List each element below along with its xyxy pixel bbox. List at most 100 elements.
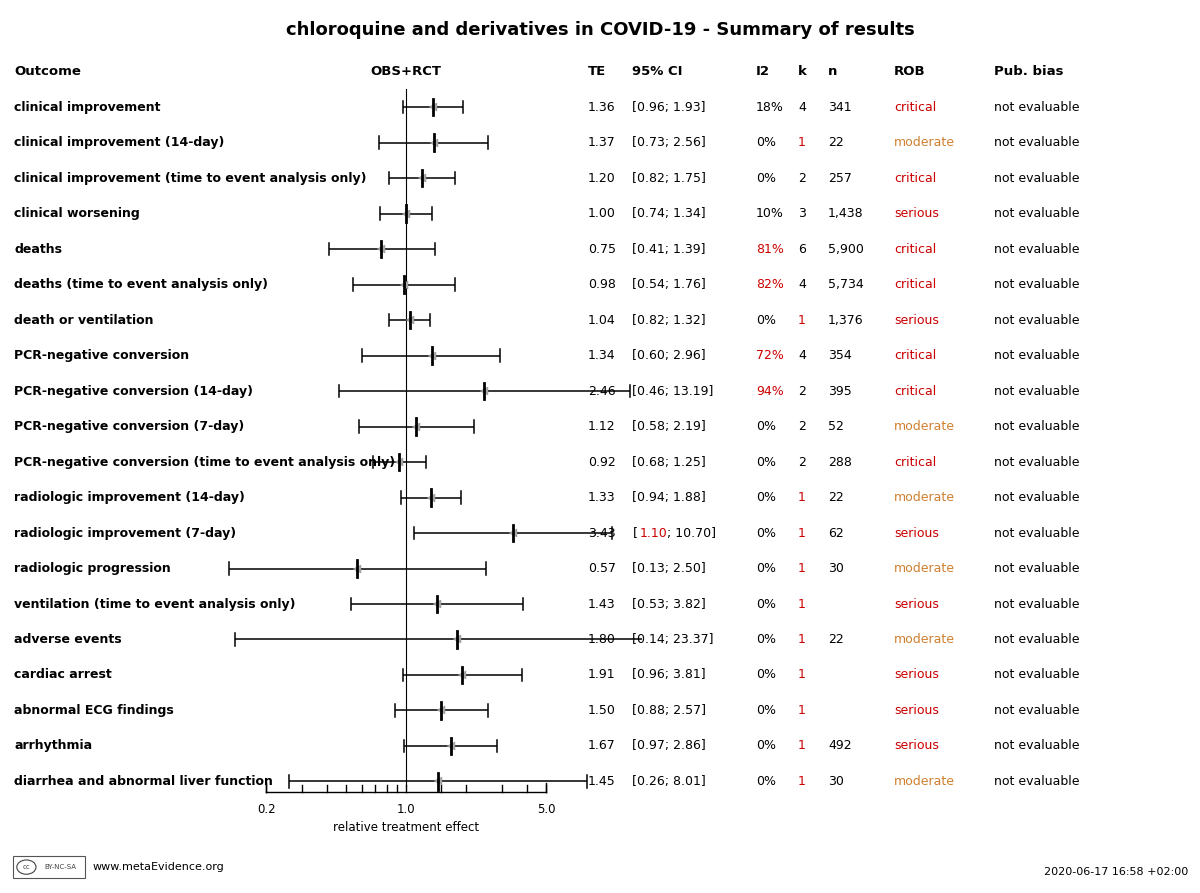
Text: not evaluable: not evaluable [994,491,1079,504]
Text: clinical worsening: clinical worsening [14,207,140,220]
Text: 0%: 0% [756,171,776,185]
Text: not evaluable: not evaluable [994,278,1079,291]
Text: ; 10.70]: ; 10.70] [667,527,716,539]
Text: radiologic improvement (14-day): radiologic improvement (14-day) [14,491,245,504]
Text: serious: serious [894,313,938,327]
Text: 0.92: 0.92 [588,455,616,469]
Text: 0%: 0% [756,704,776,717]
Text: 1.10: 1.10 [640,527,667,539]
Text: 0.57: 0.57 [588,562,616,575]
Text: 2020-06-17 16:58 +02:00: 2020-06-17 16:58 +02:00 [1044,867,1188,877]
Text: critical: critical [894,278,936,291]
FancyBboxPatch shape [13,856,85,878]
Text: 1.33: 1.33 [588,491,616,504]
Text: Outcome: Outcome [14,65,82,78]
Text: PCR-negative conversion (14-day): PCR-negative conversion (14-day) [14,385,253,397]
Text: not evaluable: not evaluable [994,101,1079,113]
Text: 0%: 0% [756,455,776,469]
Text: [0.96; 1.93]: [0.96; 1.93] [632,101,706,113]
Text: not evaluable: not evaluable [994,704,1079,717]
Text: [: [ [632,527,637,539]
Text: 4: 4 [798,278,806,291]
Text: 257: 257 [828,171,852,185]
Text: 72%: 72% [756,349,784,362]
Text: diarrhea and abnormal liver function: diarrhea and abnormal liver function [14,775,274,788]
Text: PCR-negative conversion (7-day): PCR-negative conversion (7-day) [14,420,245,433]
Text: [0.88; 2.57]: [0.88; 2.57] [632,704,707,717]
Text: serious: serious [894,207,938,220]
Text: [0.97; 2.86]: [0.97; 2.86] [632,739,706,753]
Text: 1.20: 1.20 [588,171,616,185]
Text: ROB: ROB [894,65,925,78]
Text: death or ventilation: death or ventilation [14,313,154,327]
Text: 4: 4 [798,101,806,113]
Text: 2: 2 [798,385,806,397]
Text: 1: 1 [798,633,806,646]
Text: 0%: 0% [756,597,776,611]
Text: 5,734: 5,734 [828,278,864,291]
Text: not evaluable: not evaluable [994,633,1079,646]
Text: [0.68; 1.25]: [0.68; 1.25] [632,455,706,469]
Text: 0%: 0% [756,491,776,504]
Text: not evaluable: not evaluable [994,349,1079,362]
Text: 1: 1 [798,775,806,788]
Text: 0%: 0% [756,527,776,539]
Text: not evaluable: not evaluable [994,420,1079,433]
Text: critical: critical [894,455,936,469]
Text: 30: 30 [828,775,844,788]
Text: 1,376: 1,376 [828,313,864,327]
Text: 1.36: 1.36 [588,101,616,113]
Text: 0.98: 0.98 [588,278,616,291]
Text: 1: 1 [798,669,806,681]
Text: deaths: deaths [14,243,62,255]
Text: [0.73; 2.56]: [0.73; 2.56] [632,136,706,149]
Text: 22: 22 [828,136,844,149]
Text: 0%: 0% [756,136,776,149]
Text: n: n [828,65,838,78]
Text: 0%: 0% [756,313,776,327]
Text: deaths (time to event analysis only): deaths (time to event analysis only) [14,278,269,291]
Text: [0.82; 1.32]: [0.82; 1.32] [632,313,706,327]
Text: critical: critical [894,243,936,255]
Text: 82%: 82% [756,278,784,291]
Text: [0.26; 8.01]: [0.26; 8.01] [632,775,706,788]
Text: not evaluable: not evaluable [994,597,1079,611]
Text: [0.14; 23.37]: [0.14; 23.37] [632,633,714,646]
Text: 4: 4 [798,349,806,362]
Text: moderate: moderate [894,420,955,433]
Text: not evaluable: not evaluable [994,313,1079,327]
Text: 0%: 0% [756,420,776,433]
Text: moderate: moderate [894,775,955,788]
Text: 0.2: 0.2 [257,803,276,816]
Text: cardiac arrest: cardiac arrest [14,669,112,681]
Text: 1.12: 1.12 [588,420,616,433]
Text: not evaluable: not evaluable [994,171,1079,185]
Text: not evaluable: not evaluable [994,136,1079,149]
Text: 1.50: 1.50 [588,704,616,717]
Text: 0%: 0% [756,669,776,681]
Text: 1: 1 [798,527,806,539]
Text: 0%: 0% [756,739,776,753]
Text: radiologic improvement (7-day): radiologic improvement (7-day) [14,527,236,539]
Text: 0%: 0% [756,775,776,788]
Text: 3: 3 [798,207,806,220]
Text: 22: 22 [828,491,844,504]
Text: critical: critical [894,385,936,397]
Text: clinical improvement: clinical improvement [14,101,161,113]
Text: 288: 288 [828,455,852,469]
Text: 0%: 0% [756,633,776,646]
Text: chloroquine and derivatives in COVID-19 - Summary of results: chloroquine and derivatives in COVID-19 … [286,21,914,39]
Text: radiologic progression: radiologic progression [14,562,172,575]
Text: [0.82; 1.75]: [0.82; 1.75] [632,171,707,185]
Text: 1: 1 [798,597,806,611]
Text: BY-NC-SA: BY-NC-SA [44,864,76,870]
Text: not evaluable: not evaluable [994,385,1079,397]
Text: 1.37: 1.37 [588,136,616,149]
Text: 1: 1 [798,704,806,717]
Text: [0.53; 3.82]: [0.53; 3.82] [632,597,706,611]
Text: 52: 52 [828,420,844,433]
Text: critical: critical [894,349,936,362]
Text: 3.43: 3.43 [588,527,616,539]
Text: [0.96; 3.81]: [0.96; 3.81] [632,669,706,681]
Text: not evaluable: not evaluable [994,669,1079,681]
